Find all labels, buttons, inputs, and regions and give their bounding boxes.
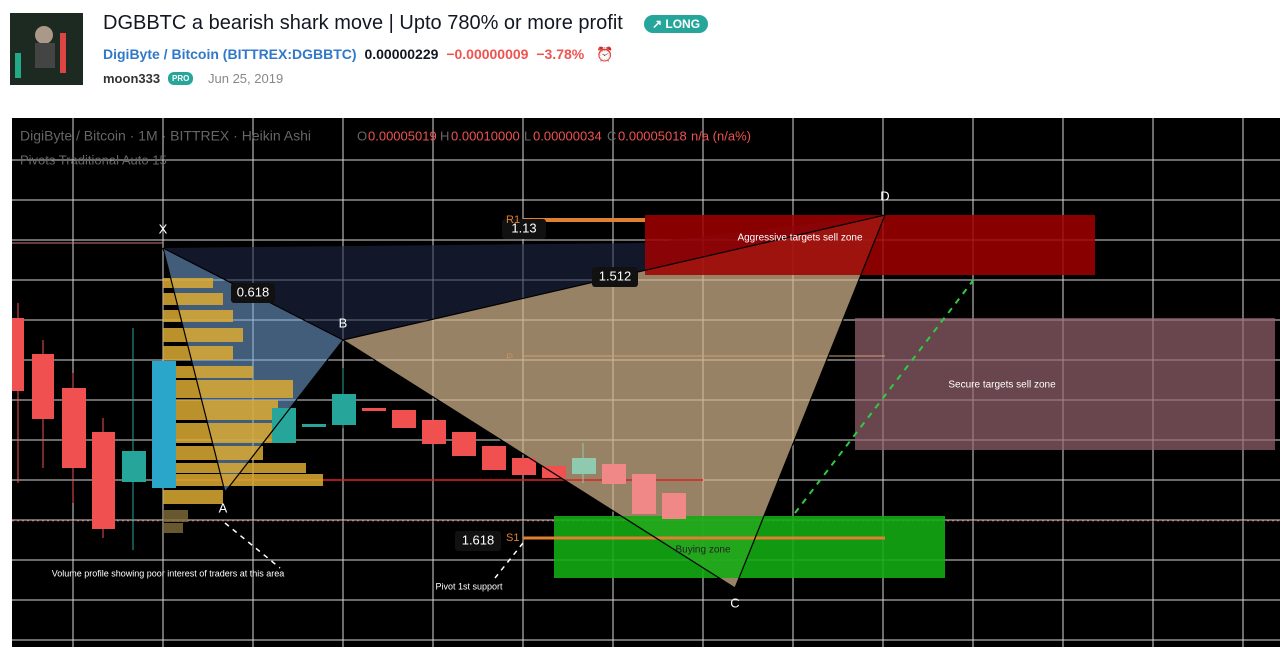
aggressive-label: Aggressive targets sell zone <box>737 233 863 244</box>
price: 0.00000229 <box>364 46 439 62</box>
point-b: B <box>339 315 348 330</box>
aggressive-zone <box>645 215 1095 275</box>
buying-label: Buying zone <box>675 545 730 556</box>
indicator-title: Pivots Traditional Auto 15 <box>20 152 167 167</box>
symbol-name[interactable]: DigiByte / Bitcoin <box>103 46 219 62</box>
series-title: DigiByte / Bitcoin · 1M · BITTREX · Heik… <box>20 128 311 144</box>
o-label: O <box>357 128 367 143</box>
chart-image: DigiByte / Bitcoin · 1M · BITTREX · Heik… <box>12 118 1280 647</box>
symbol-line: DigiByte / Bitcoin (BITTREX:DGBBTC) 0.00… <box>103 46 614 63</box>
ratio-bd: 1.13 <box>511 220 536 235</box>
pivot-labels: R1 P S1 <box>506 214 520 544</box>
l-value: 0.00000034 <box>533 128 602 143</box>
change: n/a (n/a%) <box>691 128 751 143</box>
point-d: D <box>880 188 889 203</box>
h-value: 0.00010000 <box>451 128 520 143</box>
o-value: 0.00005019 <box>368 128 437 143</box>
long-badge: ↗ LONG <box>644 15 709 33</box>
secure-zone <box>855 318 1275 450</box>
profile-highlight <box>152 361 176 488</box>
author-badge: PRO <box>168 72 194 85</box>
badge-text: LONG <box>665 17 701 31</box>
legend: DigiByte / Bitcoin · 1M · BITTREX · Heik… <box>20 128 751 168</box>
idea-header: DGBBTC a bearish shark move | Upto 780% … <box>0 0 1280 118</box>
secure-label: Secure targets sell zone <box>948 380 1056 391</box>
point-x: X <box>159 221 168 236</box>
price-change-pct: −3.78% <box>536 46 585 62</box>
ratio-labels: 0.618 1.13 1.512 1.618 <box>231 219 638 551</box>
h-label: H <box>440 128 449 143</box>
target-arrow <box>794 277 976 514</box>
annotation-arrows <box>224 522 524 579</box>
alert-icon[interactable]: ⏰ <box>596 46 614 62</box>
idea-title: DGBBTC a bearish shark move | Upto 780% … <box>103 12 623 34</box>
pivot-p: P <box>506 352 513 364</box>
ratio-bc: 1.618 <box>462 532 495 547</box>
point-c: C <box>730 595 739 610</box>
symbol-code[interactable]: (BITTREX:DGBBTC) <box>222 46 357 62</box>
zone-labels: Aggressive targets sell zone Secure targ… <box>52 233 1056 592</box>
pivot-r1: R1 <box>506 214 520 226</box>
c-value: 0.00005018 <box>618 128 687 143</box>
author[interactable]: moon333 <box>103 71 161 86</box>
publish-date: Jun 25, 2019 <box>208 71 284 86</box>
buying-zone <box>554 516 945 578</box>
c-label: C <box>607 128 616 143</box>
pivot-s1: S1 <box>506 532 519 544</box>
price-change: −0.00000009 <box>446 46 529 62</box>
bcd-triangle <box>343 215 885 588</box>
volume-note: Volume profile showing poor interest of … <box>52 568 285 578</box>
point-labels: X A B C D <box>159 188 890 610</box>
point-a: A <box>219 500 228 515</box>
thumbnail[interactable] <box>10 13 83 85</box>
candles <box>12 303 686 550</box>
l-label: L <box>524 128 531 143</box>
ratio-xb: 0.618 <box>237 284 270 299</box>
ratio-ac: 1.512 <box>599 268 632 283</box>
pivot-note: Pivot 1st support <box>435 581 503 591</box>
